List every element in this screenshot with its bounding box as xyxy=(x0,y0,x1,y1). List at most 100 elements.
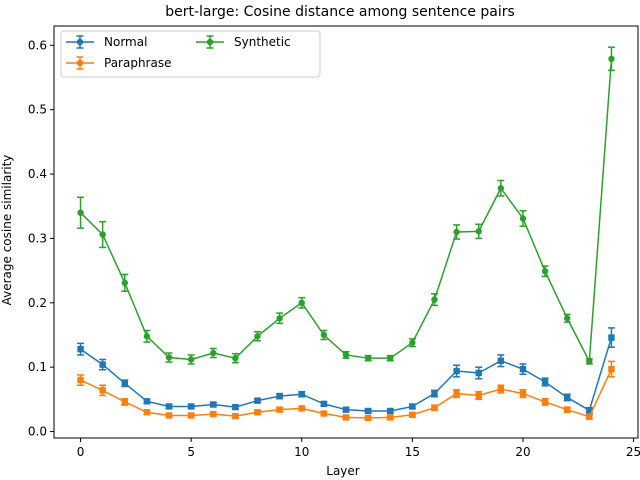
data-point xyxy=(564,394,571,401)
legend-frame xyxy=(60,30,321,78)
data-point xyxy=(497,185,505,192)
data-point xyxy=(254,409,261,416)
x-tick-label: 5 xyxy=(187,445,195,459)
data-point xyxy=(364,354,372,362)
y-tick-label: 0.0 xyxy=(28,425,47,439)
y-tick-label: 0.3 xyxy=(28,231,47,245)
data-point xyxy=(165,403,173,410)
x-tick-label: 15 xyxy=(405,445,420,459)
data-point xyxy=(276,315,283,322)
data-point xyxy=(541,268,549,275)
data-point xyxy=(342,351,350,359)
data-point xyxy=(387,354,394,362)
data-point xyxy=(431,390,438,397)
series-paraphrase xyxy=(77,360,615,422)
chart-title: bert-large: Cosine distance among senten… xyxy=(165,4,515,20)
data-point xyxy=(143,398,151,405)
data-point xyxy=(564,315,571,322)
x-tick-label: 10 xyxy=(294,445,309,459)
data-point xyxy=(77,345,84,353)
legend-label: Paraphrase xyxy=(104,56,171,70)
legend-marker xyxy=(76,38,84,46)
data-point xyxy=(387,407,394,415)
data-point xyxy=(342,406,350,413)
plot-area xyxy=(77,46,615,422)
data-point xyxy=(364,414,372,422)
legend-label: Synthetic xyxy=(234,35,291,49)
data-point xyxy=(77,209,84,216)
data-point xyxy=(475,392,482,399)
data-point xyxy=(254,333,261,340)
data-point xyxy=(519,365,527,373)
data-point xyxy=(320,410,328,417)
x-axis-label: Layer xyxy=(326,464,360,478)
data-point xyxy=(541,378,549,386)
legend-marker xyxy=(206,38,214,46)
data-point xyxy=(276,392,283,400)
y-tick-label: 0.2 xyxy=(28,296,47,310)
data-point xyxy=(497,357,505,364)
data-point xyxy=(409,339,416,346)
data-point xyxy=(608,55,615,63)
x-tick-label: 0 xyxy=(77,445,85,459)
data-point xyxy=(519,390,527,397)
data-point xyxy=(541,398,549,406)
data-point xyxy=(409,411,416,419)
data-point xyxy=(254,397,261,404)
data-point xyxy=(77,376,84,384)
x-tick-label: 20 xyxy=(515,445,530,459)
y-tick-label: 0.5 xyxy=(28,103,47,117)
series-synthetic xyxy=(77,46,615,365)
legend-marker xyxy=(76,59,84,67)
x-tick-label: 25 xyxy=(626,445,640,459)
series-normal xyxy=(77,327,615,415)
data-point xyxy=(187,356,195,363)
data-point xyxy=(409,403,416,410)
data-point xyxy=(121,380,128,387)
y-tick-label: 0.6 xyxy=(28,38,47,52)
data-point xyxy=(232,403,239,411)
data-point xyxy=(364,407,372,415)
data-point xyxy=(143,409,151,416)
data-point xyxy=(475,228,482,235)
data-point xyxy=(298,391,305,398)
data-point xyxy=(608,334,615,341)
data-point xyxy=(232,354,239,362)
legend-label: Normal xyxy=(104,35,147,49)
data-point xyxy=(121,398,128,406)
data-point xyxy=(453,390,460,397)
plot-frame xyxy=(53,25,639,439)
data-point xyxy=(276,406,283,413)
data-point xyxy=(210,401,217,408)
data-point xyxy=(453,228,460,236)
data-point xyxy=(564,406,571,413)
data-point xyxy=(453,367,460,375)
data-point xyxy=(431,296,438,303)
data-point xyxy=(99,387,106,394)
data-point xyxy=(320,400,328,408)
data-point xyxy=(320,331,328,339)
data-point xyxy=(99,361,106,368)
data-point xyxy=(143,333,151,340)
data-point xyxy=(497,385,505,393)
data-point xyxy=(387,414,394,421)
data-point xyxy=(608,365,615,373)
data-point xyxy=(475,369,482,377)
data-point xyxy=(342,414,350,421)
data-point xyxy=(298,405,305,412)
data-point xyxy=(165,354,173,361)
series-line xyxy=(80,58,613,365)
data-point xyxy=(210,349,217,357)
data-point xyxy=(586,358,593,365)
legend: Normal Paraphrase Synthetic xyxy=(60,30,321,78)
y-axis: 0.0 0.1 0.2 0.3 0.4 0.5 0.6 xyxy=(28,38,54,439)
y-tick-label: 0.4 xyxy=(28,167,47,181)
data-point xyxy=(99,231,106,238)
data-point xyxy=(586,407,593,414)
data-point xyxy=(210,410,217,418)
data-point xyxy=(165,412,173,419)
data-point xyxy=(586,413,593,420)
data-point xyxy=(121,279,128,287)
x-axis: 0 5 10 15 20 25 xyxy=(77,438,640,459)
